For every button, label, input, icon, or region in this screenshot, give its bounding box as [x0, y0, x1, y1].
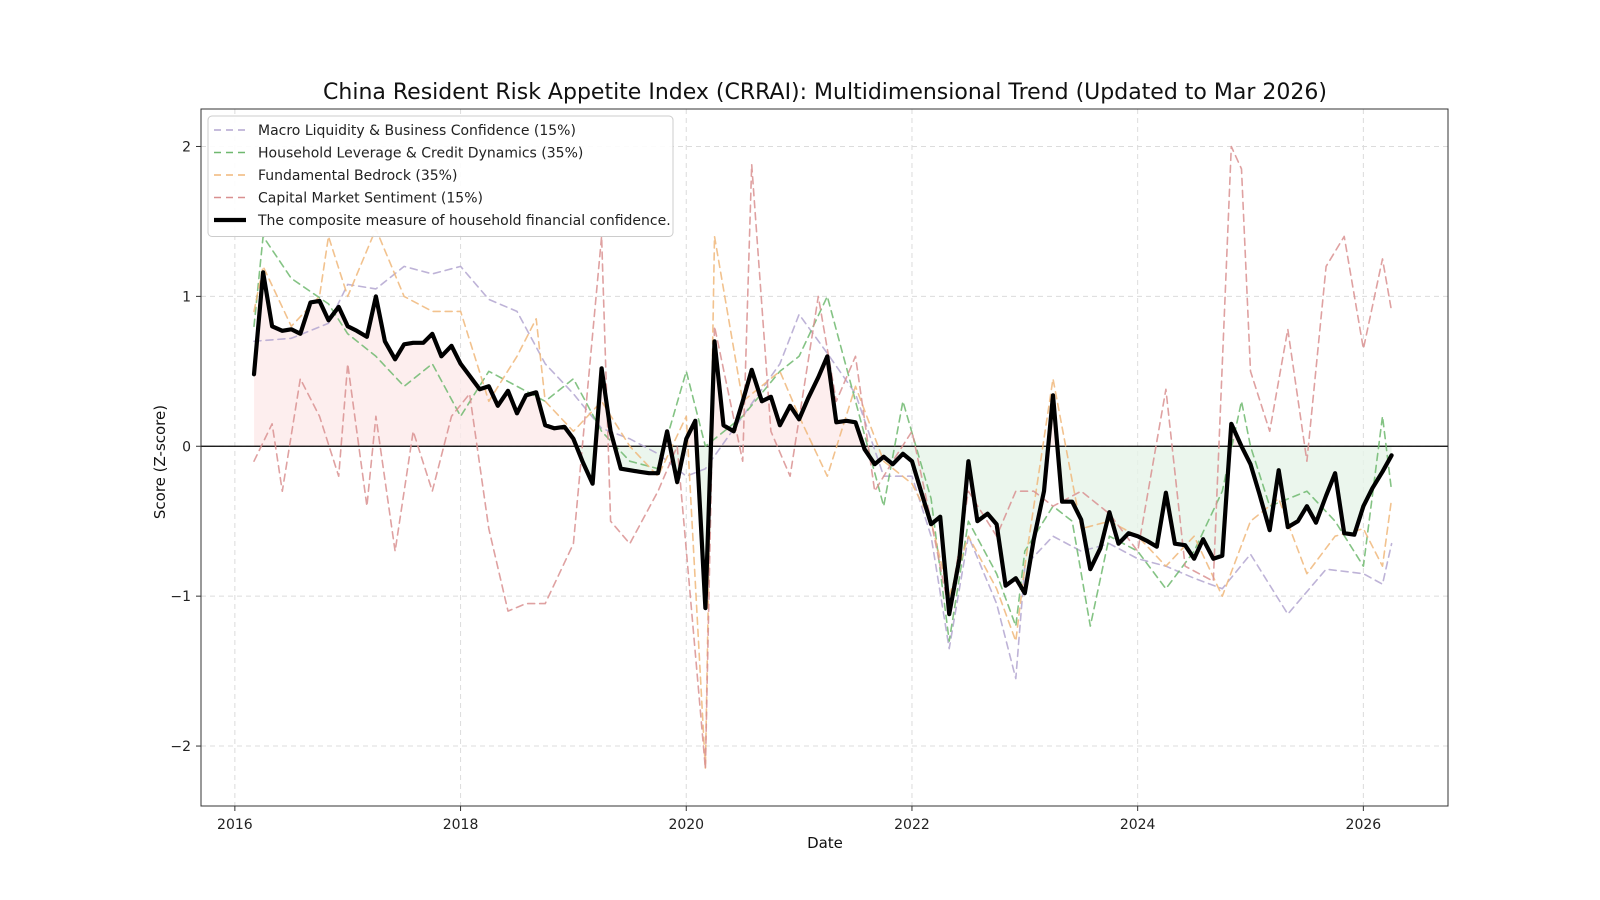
- series-layer: [251, 145, 1394, 770]
- positive-fill-area: [254, 272, 1242, 447]
- x-tick-label: 2026: [1346, 817, 1382, 833]
- legend-entry-5: The composite measure of household finan…: [257, 213, 671, 229]
- x-axis-ticks: 2016 2018 2020 2022 2024 2026: [217, 806, 1381, 833]
- series-line-5: [251, 270, 1394, 617]
- plot-frame: [200, 108, 1449, 807]
- chart-title: China Resident Risk Appetite Index (CRRA…: [323, 80, 1327, 105]
- x-tick-label: 2018: [443, 817, 479, 833]
- x-tick-label: 2024: [1120, 817, 1156, 833]
- y-tick-label: −1: [170, 589, 191, 605]
- legend-entry-2: Household Leverage & Credit Dynamics (35…: [258, 146, 583, 162]
- y-axis-ticks: −2 −1 0 1 2: [170, 139, 201, 755]
- series-line-1: [253, 265, 1393, 680]
- legend-entry-1: Macro Liquidity & Business Confidence (1…: [258, 123, 576, 139]
- legend: Macro Liquidity & Business Confidence (1…: [207, 115, 674, 237]
- y-axis-label: Score (Z-score): [151, 405, 169, 519]
- y-tick-label: 0: [182, 439, 191, 455]
- series-line-2: [253, 235, 1393, 642]
- x-axis-label: Date: [807, 834, 843, 852]
- negative-fill-area: [576, 446, 1392, 615]
- legend-box: [207, 115, 674, 237]
- fill-layer: [254, 272, 1392, 615]
- y-tick-label: −2: [170, 739, 191, 755]
- x-tick-label: 2020: [668, 817, 704, 833]
- x-tick-label: 2016: [217, 817, 253, 833]
- x-tick-label: 2022: [894, 817, 930, 833]
- legend-entry-4: Capital Market Sentiment (15%): [258, 191, 483, 207]
- legend-entry-3: Fundamental Bedrock (35%): [258, 168, 457, 184]
- y-tick-label: 1: [182, 289, 191, 305]
- y-tick-label: 2: [182, 139, 191, 155]
- series-line-4: [253, 145, 1393, 770]
